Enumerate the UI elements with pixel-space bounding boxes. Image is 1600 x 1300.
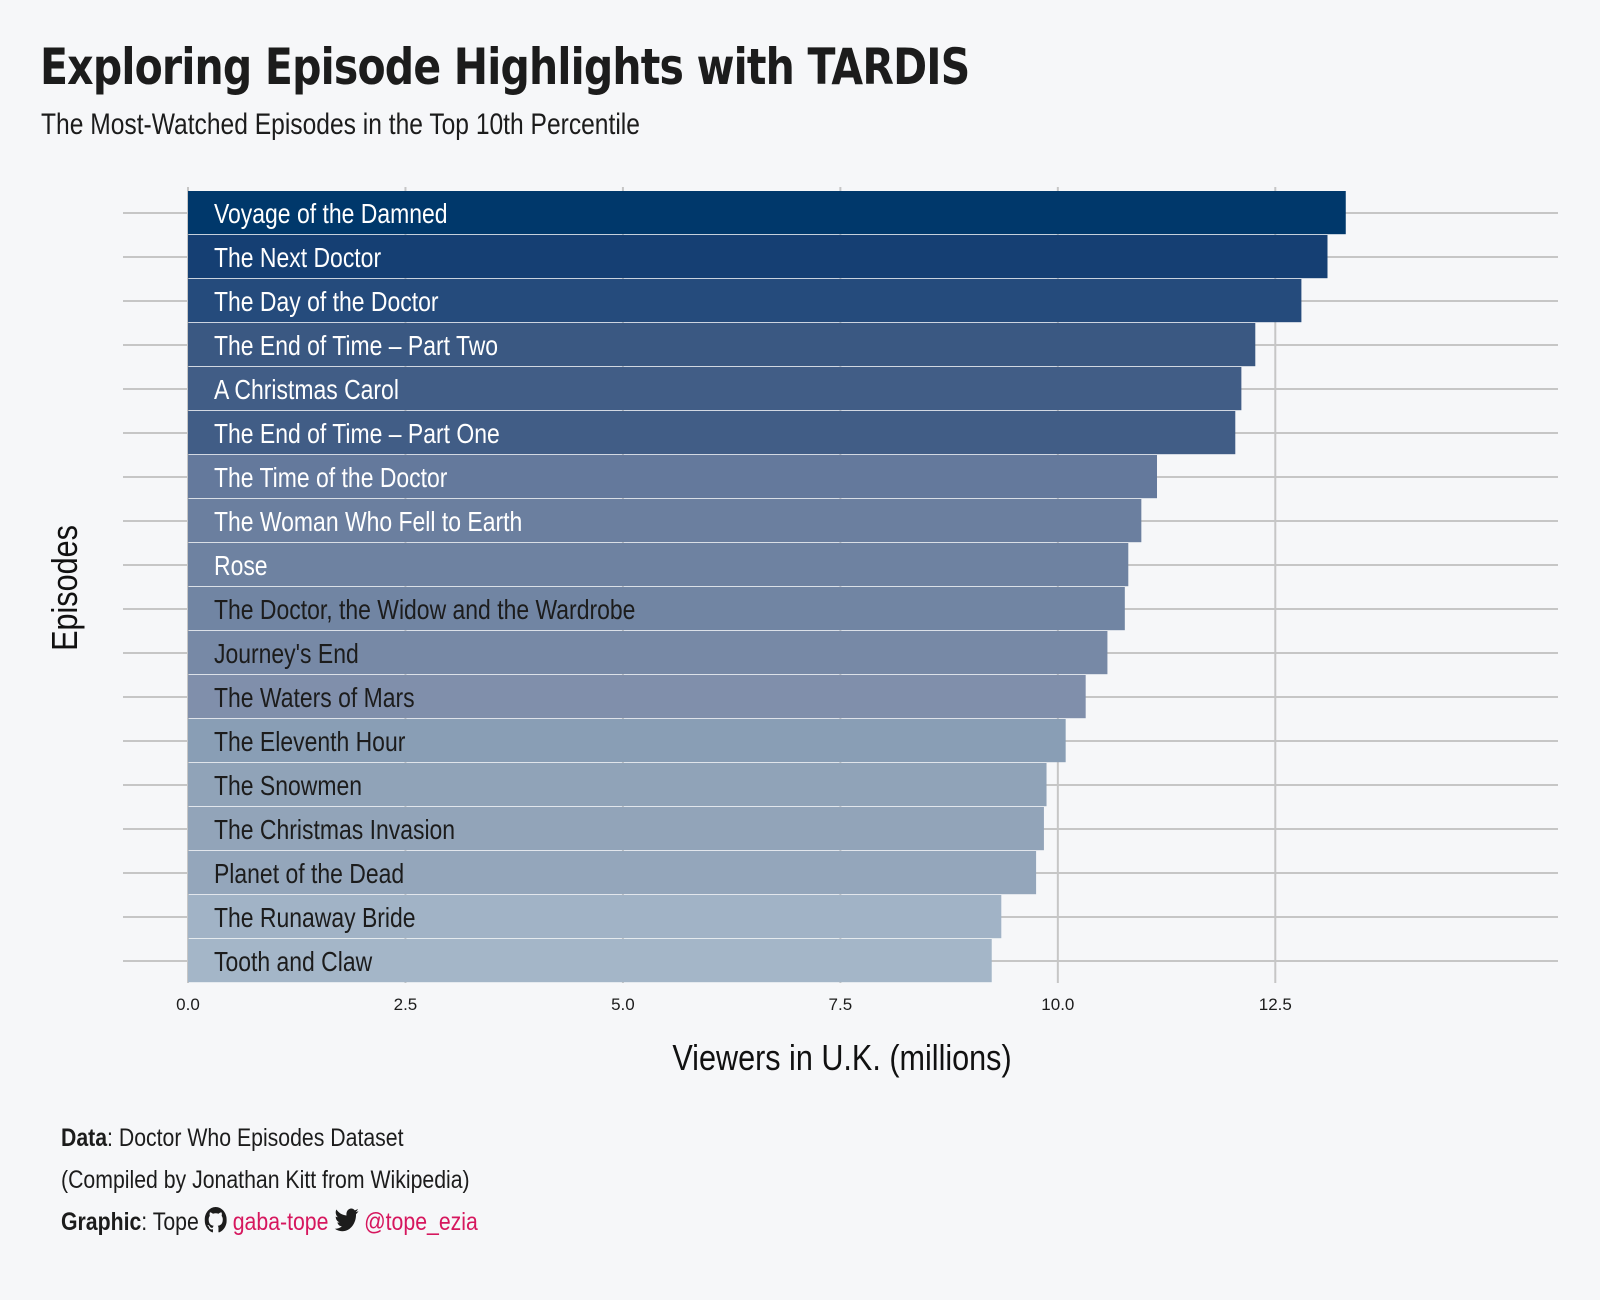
caption-data-line: Data: Doctor Who Episodes Dataset — [61, 1124, 404, 1153]
bar-label: The Waters of Mars — [214, 683, 415, 714]
x-tick-label: 5.0 — [611, 995, 635, 1014]
bar — [188, 763, 1047, 807]
github-handle[interactable]: gaba-tope — [232, 1208, 329, 1237]
bar — [188, 543, 1129, 587]
chart-title: Exploring Episode Highlights with TARDIS — [40, 38, 970, 96]
x-tick-label: 10.0 — [1041, 995, 1074, 1014]
bar-label: The Snowmen — [214, 771, 362, 802]
bar-label: The Christmas Invasion — [214, 815, 455, 846]
bar — [188, 587, 1125, 631]
caption-graphic-line: Graphic: Tope gaba-tope @tope_ezia — [61, 1207, 478, 1240]
chart-subtitle: The Most-Watched Episodes in the Top 10t… — [41, 108, 640, 141]
caption-compiled: (Compiled by Jonathan Kitt from Wikipedi… — [61, 1166, 470, 1194]
bar — [188, 323, 1256, 367]
bar-label: Voyage of the Damned — [214, 199, 447, 230]
bar-label: Planet of the Dead — [214, 859, 404, 890]
bar — [188, 455, 1158, 499]
x-tick-label: 7.5 — [829, 995, 853, 1014]
caption-data-text: : Doctor Who Episodes Dataset — [107, 1124, 404, 1152]
bar-chart: Voyage of the Damned The Next Doctor The D… — [46, 187, 1558, 1079]
bar-labels: Voyage of the Damned The Next Doctor The D… — [214, 199, 635, 978]
bar — [188, 719, 1066, 763]
bar — [188, 411, 1236, 455]
caption-graphic-text: : Tope — [141, 1208, 199, 1237]
bar — [188, 807, 1044, 851]
bar-label: Tooth and Claw — [214, 947, 373, 978]
bar — [188, 367, 1242, 411]
bar-label: The Runaway Bride — [214, 903, 416, 934]
bar-label: The End of Time – Part One — [214, 419, 500, 450]
bar-label: The Day of the Doctor — [214, 287, 439, 318]
bar-label: The Eleventh Hour — [214, 727, 406, 758]
caption-data-label: Data — [61, 1124, 108, 1152]
x-tick-label: 0.0 — [176, 995, 200, 1014]
x-tick-label: 2.5 — [394, 995, 418, 1014]
bar-label: The Woman Who Fell to Earth — [214, 507, 522, 538]
bar-label: Rose — [214, 551, 268, 582]
x-tick-labels: 0.0 2.5 5.0 7.5 10.0 12.5 — [176, 995, 1292, 1014]
bar — [188, 631, 1108, 675]
caption-graphic-label: Graphic — [61, 1208, 142, 1237]
x-axis-title: Viewers in U.K. (millions) — [672, 1039, 1011, 1079]
bar — [188, 191, 1346, 235]
github-icon — [204, 1207, 227, 1240]
bar-label: The Next Doctor — [214, 243, 382, 274]
bar — [188, 851, 1037, 895]
twitter-icon — [334, 1208, 359, 1239]
bar — [188, 939, 992, 983]
x-tick-label: 12.5 — [1259, 995, 1292, 1014]
bar — [188, 235, 1328, 279]
bar — [188, 675, 1086, 719]
bar-label: A Christmas Carol — [214, 375, 399, 406]
twitter-handle[interactable]: @tope_ezia — [364, 1208, 478, 1237]
bar-label: The End of Time – Part Two — [214, 331, 498, 362]
bar — [188, 499, 1142, 543]
bar — [188, 895, 1002, 939]
bar-label: Journey's End — [214, 639, 359, 670]
bars — [188, 191, 1346, 983]
bar-label: The Doctor, the Widow and the Wardrobe — [214, 595, 635, 626]
bar — [188, 279, 1302, 323]
bar-label: The Time of the Doctor — [214, 463, 448, 494]
y-axis-title: Episodes — [46, 525, 86, 651]
